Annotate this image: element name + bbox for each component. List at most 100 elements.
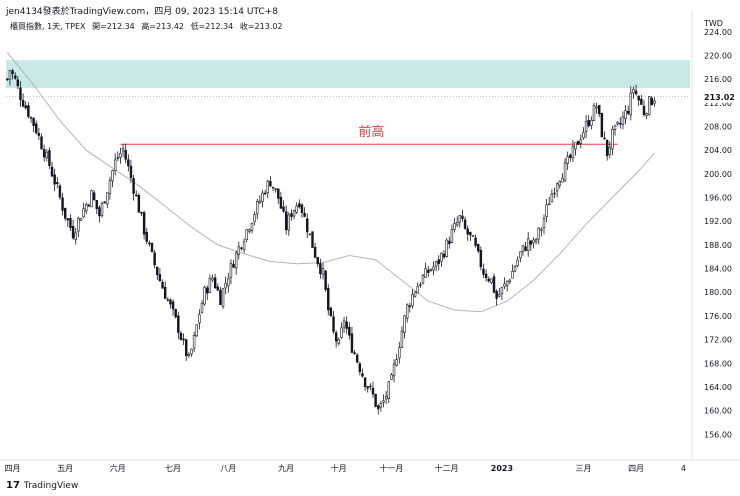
candle <box>308 233 312 236</box>
candle <box>490 278 493 285</box>
candle <box>140 211 143 217</box>
y-tick-label: 184.00 <box>704 265 732 274</box>
candle <box>256 198 259 220</box>
candle-body <box>298 203 301 208</box>
candle-body <box>266 180 269 194</box>
candle <box>353 350 356 355</box>
candle <box>195 324 198 337</box>
candle-body <box>106 192 109 205</box>
y-tick-label: 216.00 <box>704 75 732 84</box>
candle <box>471 234 475 237</box>
candle <box>548 196 551 206</box>
candle <box>616 121 619 126</box>
y-tick-label: 188.00 <box>704 241 732 250</box>
candle <box>579 134 583 149</box>
candle-body <box>595 106 598 109</box>
candle <box>382 394 385 408</box>
candle <box>245 229 248 243</box>
candle-body <box>6 78 9 80</box>
candle-body <box>361 373 364 377</box>
candle <box>603 131 606 140</box>
candle-body <box>453 223 456 230</box>
x-tick-label: 4 <box>681 464 686 473</box>
candle-body <box>256 201 259 215</box>
candle <box>363 377 367 391</box>
candle-body <box>90 190 93 208</box>
candle <box>379 400 383 412</box>
candle-body <box>421 275 425 284</box>
candle <box>156 266 159 280</box>
y-tick-label: 172.00 <box>704 336 732 345</box>
candle-body <box>19 87 22 101</box>
candle-body <box>85 204 88 212</box>
candle-body <box>608 146 611 155</box>
candle-body <box>487 278 490 282</box>
candle <box>98 205 101 223</box>
last-price-box <box>693 90 737 103</box>
candle <box>148 240 151 247</box>
candle-body <box>77 218 80 232</box>
candle-body <box>8 70 12 80</box>
candle <box>534 237 538 245</box>
candle <box>398 341 401 364</box>
candle <box>113 153 117 176</box>
x-tick-label: 六月 <box>110 463 126 473</box>
candle <box>624 105 627 125</box>
candle <box>595 102 598 114</box>
candle-body <box>634 90 638 95</box>
candle-body <box>100 203 104 216</box>
candle <box>613 124 617 136</box>
candle <box>350 326 354 354</box>
candle-body <box>169 299 172 305</box>
candle <box>366 386 369 393</box>
candle-body <box>440 253 443 262</box>
candle-body <box>369 385 372 388</box>
candle <box>648 95 651 116</box>
candle-body <box>208 277 212 293</box>
candle <box>434 261 438 272</box>
candle-body <box>327 288 330 311</box>
candle <box>290 209 293 221</box>
candle <box>66 217 70 228</box>
y-tick-label: 208.00 <box>704 122 732 131</box>
candle-body <box>511 271 514 279</box>
candle-body <box>621 116 625 125</box>
candle <box>448 236 451 249</box>
candle-body <box>269 181 272 187</box>
candle-body <box>166 299 170 301</box>
candle <box>216 283 219 291</box>
candle-body <box>148 242 151 245</box>
y-tick-label: 192.00 <box>704 217 732 226</box>
footer-brand: 17 TradingView <box>6 480 78 491</box>
candle-body <box>129 165 133 179</box>
candle-body <box>355 354 359 363</box>
candle-body <box>245 229 248 240</box>
candle <box>419 282 422 288</box>
candle-body <box>184 339 188 357</box>
candle-body <box>566 156 569 164</box>
candle-body <box>271 186 275 189</box>
candle-body <box>632 88 635 94</box>
candle-body <box>242 241 246 250</box>
candle-body <box>379 403 383 408</box>
candle <box>600 112 604 138</box>
candle <box>142 210 146 240</box>
candle-body <box>161 281 164 289</box>
candle-body <box>645 113 648 116</box>
candle-body <box>505 280 509 286</box>
candle <box>466 225 469 241</box>
candle-body <box>605 139 609 157</box>
candle <box>553 187 556 199</box>
candle <box>21 93 25 108</box>
candle <box>298 199 301 209</box>
candle-body <box>42 149 46 158</box>
candle-body <box>342 320 346 328</box>
candle <box>74 227 77 245</box>
candle-body <box>384 395 388 400</box>
candle <box>284 205 288 235</box>
candle <box>295 202 298 215</box>
candle-body <box>311 231 314 248</box>
candle-body <box>526 238 530 251</box>
candle-body <box>137 195 141 213</box>
